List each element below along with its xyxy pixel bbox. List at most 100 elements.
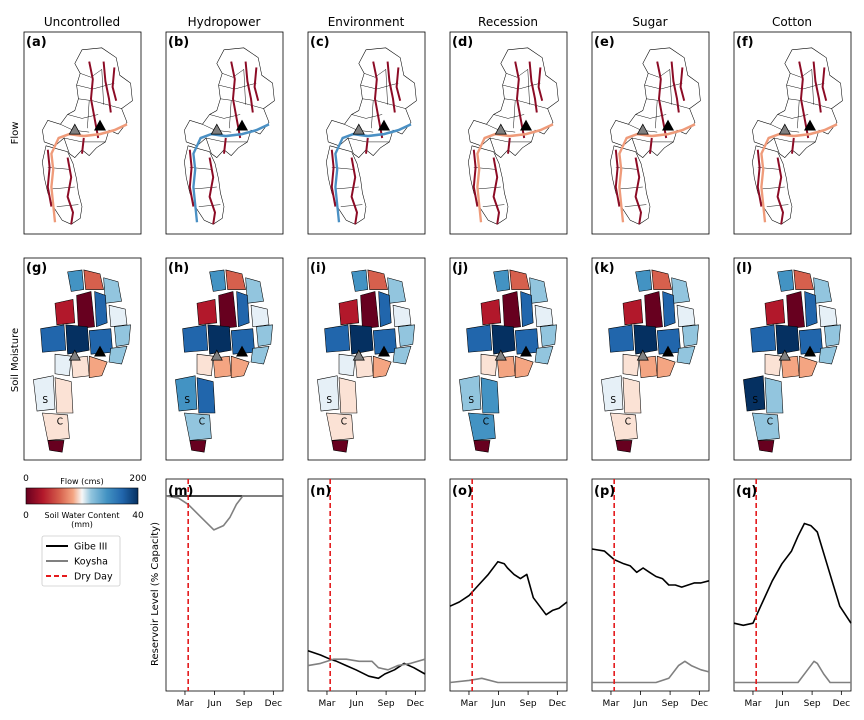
x-tick-jun: Jun [491, 699, 506, 709]
subbasin-line [773, 137, 816, 143]
river-reach [812, 61, 822, 113]
map-panels: (a)SC(g)(b)SC(h)(c)SC(i)(d)SC(j)(e)SC(k)… [23, 31, 852, 461]
subbasin-line [47, 167, 70, 170]
soil-region [54, 377, 74, 414]
river-reach [88, 61, 100, 139]
x-tick-sep: Sep [236, 699, 253, 709]
soil-region [502, 291, 521, 330]
series-koysha [592, 660, 710, 684]
soil-region [610, 412, 638, 441]
panel-label: (m) [168, 484, 193, 499]
soil-region [54, 353, 72, 377]
soil-region [752, 412, 780, 441]
soil-map-recession: SC (j) [449, 257, 568, 461]
subbasin-line [615, 167, 638, 170]
series-gibe-iii [449, 560, 568, 616]
soil-region [601, 375, 624, 412]
koysha-dam-icon [210, 123, 223, 135]
subbasin-line [80, 69, 102, 78]
flow-map-hydropower: (b) [165, 31, 284, 235]
col-title-hydropower: Hydropower [188, 15, 261, 29]
soil-region [466, 324, 493, 353]
soil-region [764, 377, 784, 414]
legend-label-koysha: Koysha [74, 557, 108, 568]
soil-region [392, 346, 412, 365]
x-tick-jun: Jun [207, 699, 222, 709]
soil-map-sugar: SC (k) [591, 257, 710, 461]
col-title-recession: Recession [478, 15, 538, 29]
reservoir-panel-recession: Mar Jun Sep Dec (o) [449, 478, 568, 709]
soil-map-uncontrolled: SC (g) [23, 257, 142, 461]
soil-region [480, 377, 500, 414]
colorbar-flow-max: 200 [129, 474, 146, 484]
koysha-dam-icon [494, 123, 507, 135]
subbasin-line [648, 69, 670, 78]
river-reach [798, 61, 810, 139]
col-title-cotton: Cotton [772, 15, 812, 29]
col-title-environment: Environment [328, 15, 405, 29]
soil-region [540, 324, 557, 347]
flow-map-recession: (d) [449, 31, 568, 235]
colorbar-soil-label-line2: (mm) [71, 520, 93, 529]
series-koysha [734, 660, 851, 684]
soil-region [326, 412, 354, 441]
panel-label: (n) [310, 484, 331, 499]
subbasin-line [761, 186, 785, 190]
subbasin-line [364, 69, 386, 78]
river-reach [188, 149, 195, 207]
river-reach [208, 157, 217, 225]
koysha-dam-icon [778, 349, 791, 361]
soil-region [360, 291, 379, 330]
soil-region [42, 412, 70, 441]
subbasin-line [811, 69, 814, 105]
river-reach [649, 137, 653, 154]
subbasin-line [477, 186, 501, 190]
koysha-dam-icon [210, 349, 223, 361]
river-reach [395, 67, 402, 102]
koysha-dam-icon [68, 349, 81, 361]
x-tick-jun: Jun [349, 699, 364, 709]
soil-region [644, 291, 663, 330]
flow-map-cotton: (f) [733, 31, 852, 235]
subbasin-line [189, 167, 212, 170]
subbasin-line [371, 100, 374, 129]
soil-region [207, 324, 232, 355]
x-tick-jun: Jun [633, 699, 648, 709]
gibe-dam-icon [235, 345, 249, 357]
river-reach [634, 157, 643, 225]
river-reach [386, 61, 396, 113]
soil-region [324, 324, 351, 353]
soil-region [256, 324, 273, 347]
flow-map-environment: (c) [307, 31, 426, 235]
soil-region [94, 291, 108, 328]
gibe-dam-icon [803, 119, 817, 131]
river-reach [253, 67, 260, 102]
river-reach [223, 137, 227, 154]
subbasin-line [78, 98, 122, 109]
river-reach [821, 67, 828, 102]
soil-region [608, 324, 635, 353]
soil-region [351, 269, 369, 292]
col-title-uncontrolled: Uncontrolled [44, 15, 120, 29]
legend-box [41, 535, 121, 587]
soil-region [182, 324, 209, 353]
series-koysha [165, 495, 283, 531]
x-tick-mar: Mar [318, 699, 335, 709]
panel-label: (a) [26, 35, 47, 50]
subbasin-line [220, 98, 264, 109]
river-reach [244, 61, 254, 113]
marker-sugar: S [752, 395, 758, 406]
reservoir-frame [591, 478, 710, 692]
soil-region [818, 346, 838, 365]
marker-cotton: C [57, 416, 64, 427]
soil-region [509, 269, 530, 290]
soil-region [764, 298, 786, 326]
river-reach [492, 157, 501, 225]
river-reach [614, 149, 621, 207]
soil-region [764, 353, 782, 377]
soil-region [103, 277, 122, 304]
x-tick-sep: Sep [520, 699, 537, 709]
river-reach [102, 61, 112, 113]
subbasin-line [193, 186, 217, 190]
soil-region [108, 304, 128, 328]
